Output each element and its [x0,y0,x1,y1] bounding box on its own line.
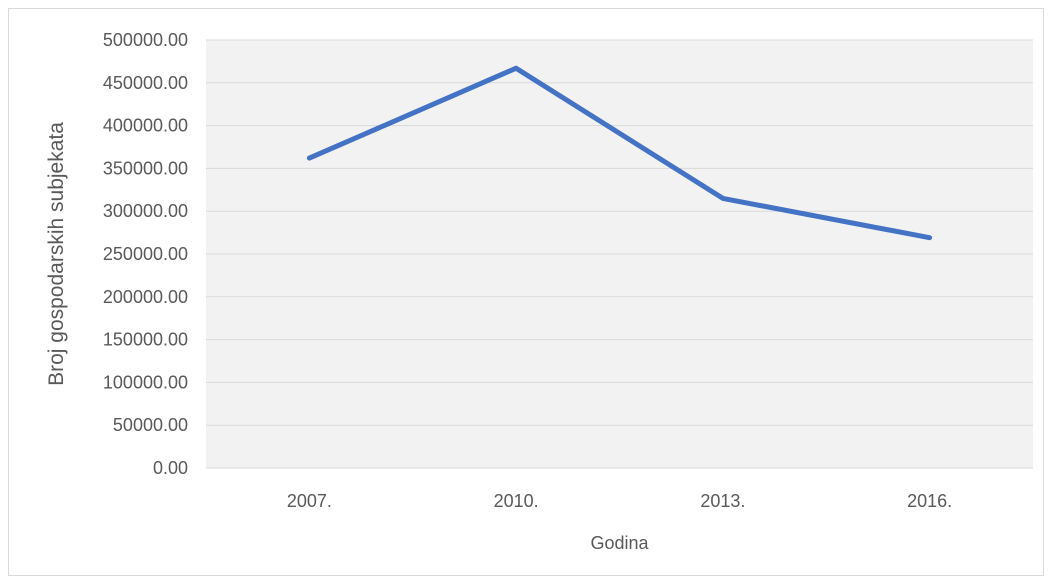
y-axis-tick-labels: 0.00 50000.00 100000.00 150000.00 200000.00 2… [103,30,188,478]
y-tick-label: 400000.00 [103,116,188,136]
line-chart: 0.00 50000.00 100000.00 150000.00 200000.00 2… [45,30,1033,553]
x-tick-label: 2013. [700,491,745,511]
y-tick-label: 100000.00 [103,372,188,392]
gridlines [206,39,1033,469]
series-layer [306,65,933,241]
y-tick-label: 250000.00 [103,244,188,264]
y-axis-title: Broj gospodarskih subjekata [45,122,68,386]
chart-frame: 0.00 50000.00 100000.00 150000.00 200000.00 2… [8,8,1044,576]
y-tick-label: 300000.00 [103,201,188,221]
y-tick-label: 350000.00 [103,158,188,178]
x-axis-tick-labels: 2007. 2010. 2013. 2016. [287,491,952,511]
y-tick-label: 0.00 [153,458,188,478]
x-tick-label: 2016. [907,491,952,511]
x-tick-label: 2010. [494,491,539,511]
y-tick-label: 50000.00 [113,415,188,435]
y-tick-label: 150000.00 [103,330,188,350]
x-axis-title: Godina [590,533,649,553]
series-line [306,65,933,241]
x-tick-label: 2007. [287,491,332,511]
y-tick-label: 450000.00 [103,73,188,93]
y-tick-label: 500000.00 [103,30,188,50]
y-tick-label: 200000.00 [103,287,188,307]
